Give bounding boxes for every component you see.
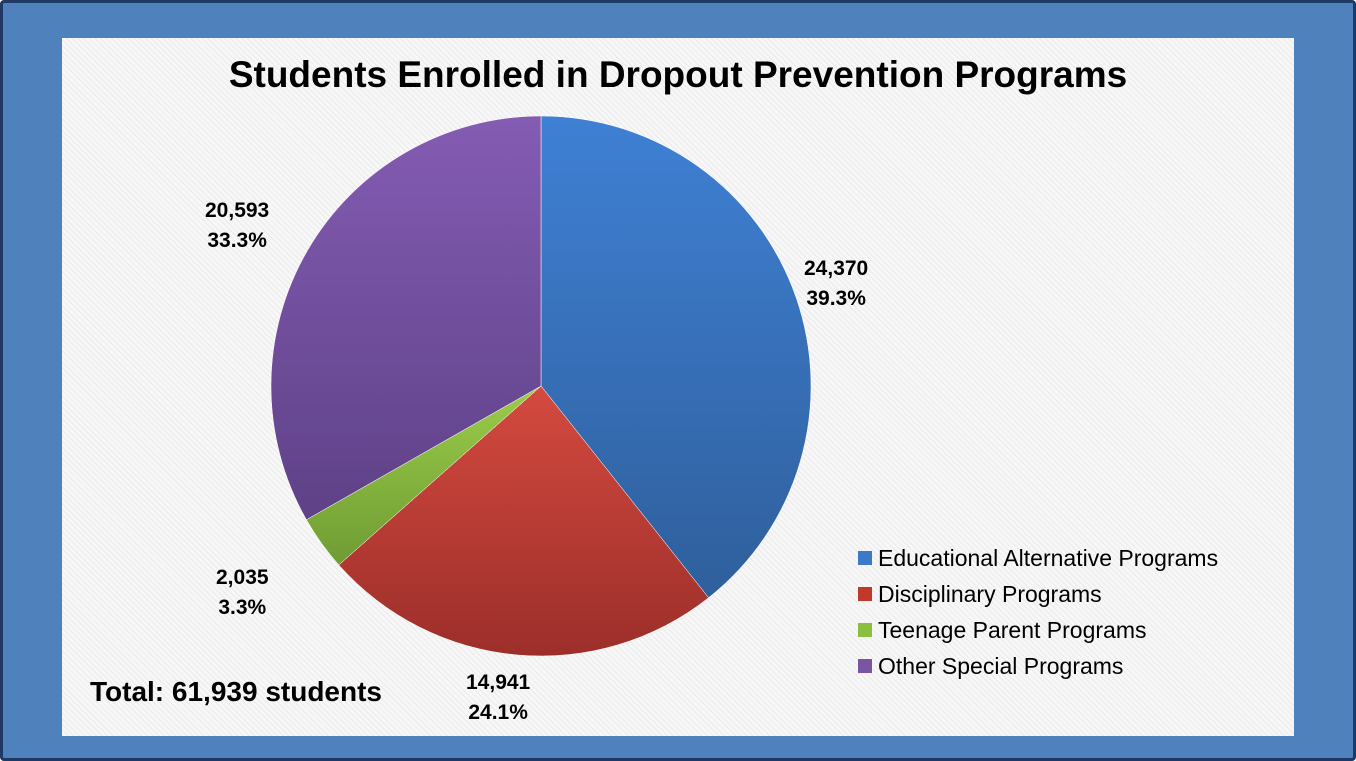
slice-educational-alternative bbox=[540, 115, 812, 599]
chart-title: Students Enrolled in Dropout Prevention … bbox=[228, 54, 1128, 95]
legend-item: Other Special Programs bbox=[858, 648, 1218, 684]
percent-label: 24.1% bbox=[468, 701, 528, 724]
slice-other-special bbox=[270, 115, 542, 521]
data-label-disciplinary: 14,941 24.1% bbox=[466, 668, 530, 728]
data-label-other-special: 20,593 33.3% bbox=[205, 196, 269, 256]
value-label: 20,593 bbox=[205, 199, 270, 222]
legend-swatch bbox=[858, 587, 872, 601]
legend-item: Educational Alternative Programs bbox=[858, 540, 1218, 576]
legend-swatch bbox=[858, 551, 872, 565]
legend: Educational Alternative Programs Discipl… bbox=[858, 540, 1218, 684]
slice-disciplinary bbox=[338, 385, 709, 657]
legend-label: Teenage Parent Programs bbox=[878, 616, 1147, 643]
value-label: 2,035 bbox=[216, 566, 269, 589]
legend-swatch bbox=[858, 659, 872, 673]
percent-label: 3.3% bbox=[218, 596, 267, 619]
legend-item: Disciplinary Programs bbox=[858, 576, 1218, 612]
data-label-educational: 24,370 39.3% bbox=[804, 254, 868, 314]
total-annotation: Total: 61,939 students bbox=[90, 676, 383, 707]
legend-swatch bbox=[858, 623, 872, 637]
legend-item: Teenage Parent Programs bbox=[858, 612, 1218, 648]
percent-label: 33.3% bbox=[207, 229, 267, 252]
legend-label: Other Special Programs bbox=[878, 652, 1124, 679]
legend-label: Disciplinary Programs bbox=[878, 580, 1102, 607]
data-label-teenage-parent: 2,035 3.3% bbox=[216, 563, 269, 623]
value-label: 14,941 bbox=[466, 671, 531, 694]
value-label: 24,370 bbox=[804, 257, 869, 280]
legend-label: Educational Alternative Programs bbox=[878, 544, 1219, 571]
percent-label: 39.3% bbox=[806, 287, 866, 310]
